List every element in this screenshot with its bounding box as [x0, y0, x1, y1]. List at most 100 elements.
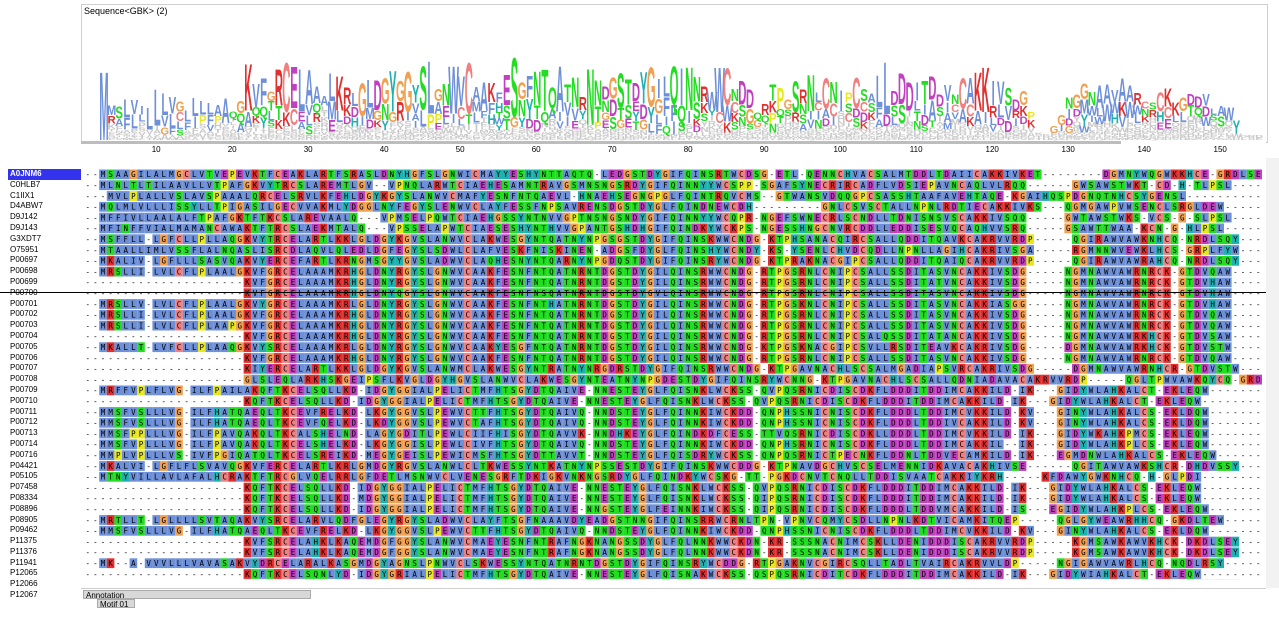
logo-letter: Q — [548, 81, 557, 114]
sequence-name[interactable]: A0JNM6 — [8, 169, 81, 180]
sequence-name[interactable]: P07458 — [8, 482, 81, 493]
logo-letter: L — [876, 67, 883, 118]
svg-text:P: P — [222, 203, 227, 212]
svg-text:W: W — [716, 267, 721, 276]
sequence-name[interactable]: P09462 — [8, 525, 81, 536]
sequence-name[interactable]: P00698 — [8, 266, 81, 277]
sequence-name[interactable]: P11941 — [8, 558, 81, 569]
logo-letter: G — [274, 138, 283, 141]
svg-text:S: S — [428, 170, 433, 179]
svg-text:A: A — [222, 192, 227, 201]
sequence-name[interactable]: P12066 — [8, 579, 81, 590]
sequence-name[interactable]: P00705 — [8, 342, 81, 353]
logo-letter: S — [1134, 127, 1142, 133]
svg-text:W: W — [1104, 289, 1109, 298]
logo-letter: L — [1104, 134, 1111, 136]
sequence-name[interactable]: G3XDT7 — [8, 234, 81, 245]
svg-text:N: N — [382, 289, 387, 298]
logo-letter: G — [746, 105, 755, 129]
svg-text:-: - — [1066, 181, 1071, 190]
svg-text:A: A — [1127, 224, 1132, 233]
svg-text:A: A — [466, 192, 471, 201]
sequence-name[interactable]: O75951 — [8, 245, 81, 256]
svg-text:G: G — [238, 235, 243, 244]
svg-text:R: R — [314, 235, 319, 244]
sequence-name[interactable]: P00703 — [8, 320, 81, 331]
svg-text:P: P — [1203, 224, 1208, 233]
sequence-name[interactable]: D4ABW7 — [8, 201, 81, 212]
ruler-scroll-track[interactable] — [81, 141, 1121, 144]
svg-text:L: L — [473, 257, 478, 266]
logo-letter: R — [845, 133, 853, 137]
svg-text:T: T — [937, 278, 942, 287]
sequence-name[interactable]: P00697 — [8, 255, 81, 266]
sequence-name[interactable]: P11375 — [8, 536, 81, 547]
logo-letter: T — [526, 136, 533, 138]
sequence-name[interactable]: P12067 — [8, 590, 81, 601]
svg-text:G: G — [1180, 213, 1185, 222]
svg-text:F: F — [260, 224, 265, 233]
sequence-name[interactable]: D9J143 — [8, 223, 81, 234]
svg-text:L: L — [815, 278, 820, 287]
logo-letter: H — [799, 136, 807, 138]
svg-text:A: A — [1127, 257, 1132, 266]
logo-letter: Y — [1081, 110, 1089, 129]
logo-letter: L — [420, 105, 427, 132]
sequence-name[interactable]: P00709 — [8, 385, 81, 396]
svg-text:R: R — [1013, 257, 1018, 266]
sequence-name[interactable]: C1IIX1 — [8, 191, 81, 202]
svg-text:-: - — [1248, 267, 1253, 276]
logo-letter: V — [161, 113, 169, 130]
logo-letter: S — [214, 135, 222, 137]
sequence-name[interactable]: P00712 — [8, 417, 81, 428]
sequence-name[interactable]: P00708 — [8, 374, 81, 385]
sequence-name[interactable]: P00700 — [8, 288, 81, 299]
sequence-name[interactable]: P04421 — [8, 461, 81, 472]
svg-text:S: S — [405, 213, 410, 222]
motif-track-label[interactable]: Motif 01 — [97, 599, 135, 609]
svg-text:A: A — [876, 257, 881, 266]
logo-letter: R — [1004, 131, 1013, 136]
sequence-name[interactable]: P11376 — [8, 547, 81, 558]
svg-text:C: C — [861, 246, 866, 255]
svg-text:-: - — [93, 224, 98, 233]
sequence-name[interactable]: P05105 — [8, 471, 81, 482]
sequence-name[interactable]: P08905 — [8, 515, 81, 526]
sequence-name[interactable]: P00714 — [8, 439, 81, 450]
svg-text:D: D — [352, 203, 357, 212]
svg-text:D: D — [640, 203, 645, 212]
sequence-name[interactable]: P00711 — [8, 407, 81, 418]
svg-text:-: - — [1066, 246, 1071, 255]
svg-text:Y: Y — [397, 192, 402, 201]
sequence-name[interactable]: P00713 — [8, 428, 81, 439]
svg-text:G: G — [1150, 192, 1155, 201]
sequence-name[interactable]: P00704 — [8, 331, 81, 342]
sequence-name[interactable]: D9J142 — [8, 212, 81, 223]
svg-text:E: E — [960, 192, 965, 201]
logo-letter: G — [594, 136, 603, 138]
svg-text:Q: Q — [671, 278, 676, 287]
svg-text:A: A — [435, 235, 440, 244]
sequence-name[interactable]: P00707 — [8, 363, 81, 374]
annotation-track-label[interactable]: Annotation — [83, 590, 311, 600]
vertical-scrollbar[interactable] — [1266, 158, 1279, 588]
sequence-name[interactable]: P08334 — [8, 493, 81, 504]
svg-text:V: V — [146, 224, 151, 233]
sequence-name[interactable]: C0HLB7 — [8, 180, 81, 191]
sequence-name[interactable]: P08896 — [8, 504, 81, 515]
svg-text:E: E — [412, 213, 417, 222]
sequence-name[interactable]: P00710 — [8, 396, 81, 407]
sequence-name[interactable]: P00716 — [8, 450, 81, 461]
logo-letter: K — [1073, 129, 1081, 133]
sequence-name[interactable]: P12065 — [8, 568, 81, 579]
sequence-name[interactable]: P00702 — [8, 309, 81, 320]
sequence-name[interactable]: P00699 — [8, 277, 81, 288]
logo-letter: L — [161, 89, 168, 124]
sequence-name[interactable]: P00701 — [8, 299, 81, 310]
svg-text:C: C — [1157, 203, 1162, 212]
svg-text:P: P — [200, 267, 205, 276]
svg-text:Y: Y — [709, 224, 714, 233]
sequence-name[interactable]: P00706 — [8, 353, 81, 364]
